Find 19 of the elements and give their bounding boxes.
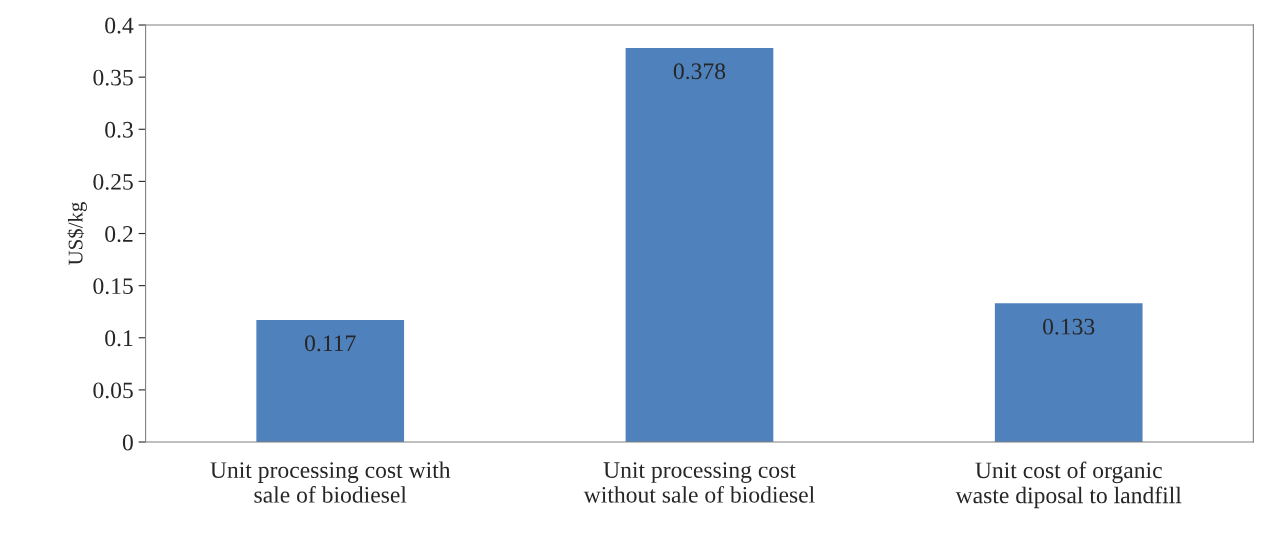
x-tick-label: Unit processing cost with sale of biodiesel <box>210 461 451 503</box>
y-tick-label: 0 <box>122 434 133 451</box>
y-tick-label: 0.25 <box>93 173 133 190</box>
data-label: 0.133 <box>1043 318 1095 335</box>
y-tick-label: 0.05 <box>93 382 133 399</box>
y-tick-label: 0.1 <box>105 330 133 347</box>
y-tick-label: 0.4 <box>105 17 134 34</box>
y-tick-label: 0.3 <box>105 121 133 138</box>
bar <box>256 320 405 443</box>
x-tick-label: Unit processing cost without sale of biodiesel <box>583 462 815 503</box>
bar <box>625 47 774 443</box>
x-tick-label: Unit cost of organic waste diposal to landfill <box>955 461 1182 509</box>
bar <box>994 303 1143 443</box>
y-tick-label: 0.35 <box>93 69 133 86</box>
data-label: 0.378 <box>673 63 726 80</box>
y-tick-label: 0.2 <box>105 226 133 243</box>
y-tick-label: 0.15 <box>93 278 133 295</box>
y-axis-title: US$/kg <box>67 202 87 265</box>
data-label: 0.117 <box>305 335 356 352</box>
